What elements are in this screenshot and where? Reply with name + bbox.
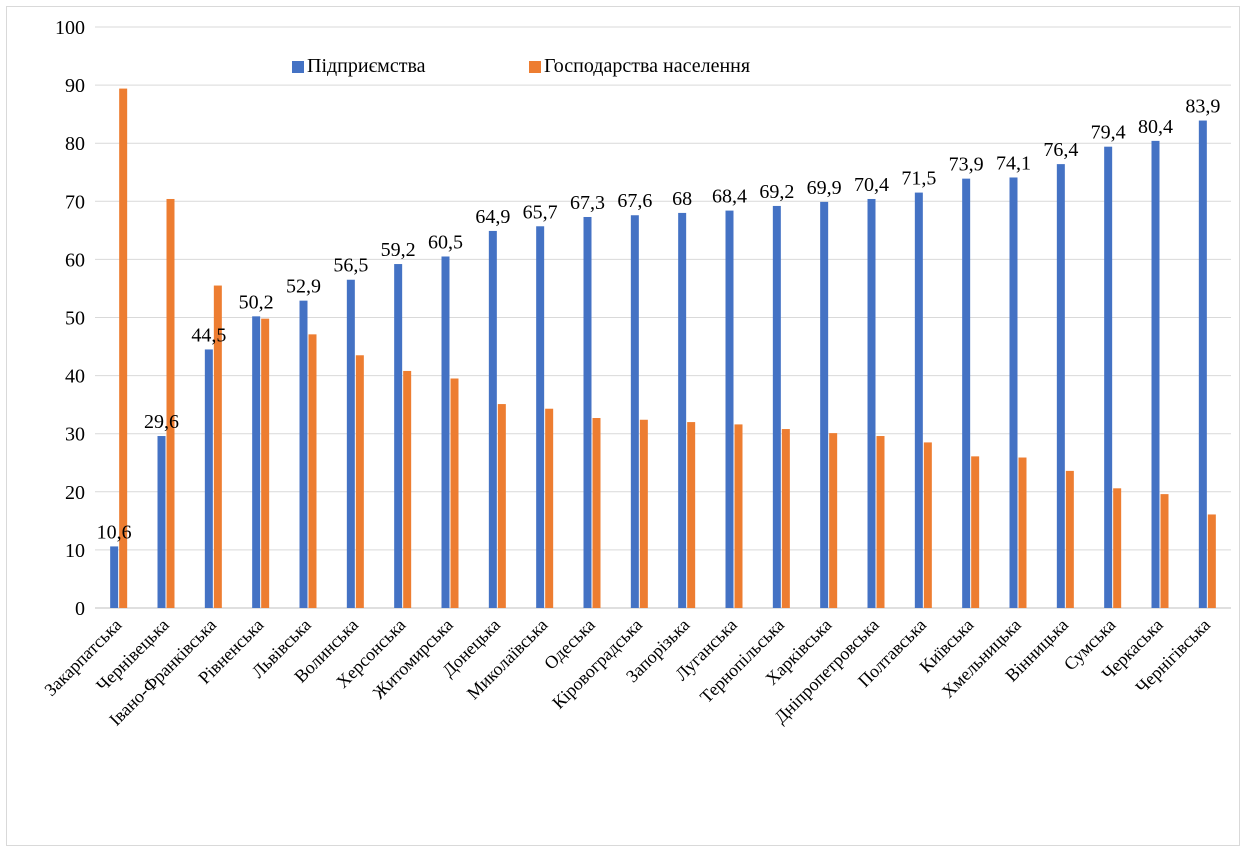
bar-series-1 [820,201,829,609]
y-tick-label: 10 [65,540,85,562]
legend: Підприємства Господарства населення [292,55,750,77]
x-axis-ticks: ЗакарпатськаЧернівецькаІвано-Франківська… [40,615,1214,730]
y-tick-label: 100 [55,17,85,39]
bar-series-2 [261,318,270,608]
bar-series-1 [962,178,971,609]
data-label-series-1: 69,9 [807,177,842,199]
data-label-series-1: 67,3 [570,192,605,214]
bar-series-2 [829,433,838,608]
y-tick-label: 40 [65,366,85,388]
data-label-series-1: 74,1 [996,152,1031,174]
bar-series-1 [867,198,876,608]
gridlines [95,26,1231,609]
data-label-series-1: 68,4 [712,186,747,208]
bar-series-1 [1198,120,1207,608]
y-tick-label: 70 [65,191,85,213]
bar-series-2 [308,334,317,608]
legend-label-series-2: Господарства населення [544,55,750,77]
data-label-series-1: 59,2 [381,239,416,261]
bar-series-2 [639,419,648,608]
chart-frame: 0 10 20 30 40 50 60 70 80 90 100 10,6 29,6 44,5 50,2 5… [6,6,1240,846]
bar-series-1 [1056,164,1065,608]
data-label-series-1: 10,6 [97,521,132,543]
bar-series-2 [497,404,506,608]
y-tick-label: 90 [65,75,85,97]
bar-series-2 [734,424,743,608]
y-tick-label: 0 [75,598,85,620]
data-label-series-1: 69,2 [759,181,794,203]
data-label-series-1: 79,4 [1091,122,1126,144]
bar-series-2 [1018,457,1027,608]
bar-series-1 [678,212,687,609]
data-label-series-1: 76,4 [1043,139,1078,161]
bar-series-2 [545,408,554,608]
data-label-series-1: 56,5 [333,255,368,277]
bar-series-1 [157,436,166,608]
bar-series-1 [536,226,545,608]
y-tick-label: 20 [65,482,85,504]
y-tick-label: 50 [65,308,85,330]
bar-series-1 [252,316,261,608]
bar-series-2 [450,378,459,608]
bar-series-2 [592,418,601,608]
data-label-series-1: 44,5 [191,324,226,346]
bar-series-2 [876,436,885,608]
data-label-series-1: 71,5 [901,168,936,190]
y-axis-ticks: 0 10 20 30 40 50 60 70 80 90 100 [55,17,85,620]
bar-series-1 [346,279,355,608]
bar-series-1 [583,216,592,608]
y-tick-label: 30 [65,424,85,446]
bar-series-2 [1065,470,1074,608]
legend-label-series-1: Підприємства [307,55,426,77]
bar-series-1 [394,264,403,608]
bar-series-1 [1009,177,1018,608]
bar-series-2 [1160,494,1169,608]
data-label-series-1: 50,2 [239,291,274,313]
data-labels: 10,6 29,6 44,5 50,2 52,9 56,5 59,2 60,5 64,9 65,7… [97,96,1221,544]
bar-series-2 [119,88,128,608]
bar-series-2 [923,442,932,608]
data-label-series-1: 65,7 [523,201,558,223]
bar-series-1 [299,300,308,608]
bar-series-1 [204,349,213,608]
bar-series-2 [403,370,412,608]
bar-series-1 [772,205,781,608]
legend-swatch-series-1 [292,61,304,73]
bar-series-1 [441,256,450,608]
data-label-series-1: 73,9 [949,154,984,176]
legend-swatch-series-2 [529,61,541,73]
bar-series-2 [1113,488,1122,608]
data-label-series-1: 80,4 [1138,116,1173,138]
bar-series-2 [355,355,364,608]
bar-series-2 [781,429,790,608]
bar-series-2 [1207,514,1216,608]
data-label-series-1: 29,6 [144,411,179,433]
data-label-series-1: 70,4 [854,174,889,196]
data-label-series-1: 52,9 [286,276,321,298]
bar-series-2 [687,422,696,608]
bar-series-2 [971,456,980,608]
bars [110,88,1216,609]
bar-series-2 [166,198,175,608]
data-label-series-1: 60,5 [428,231,463,253]
data-label-series-1: 67,6 [617,190,652,212]
bar-series-2 [213,285,222,608]
y-tick-label: 60 [65,249,85,271]
bar-series-1 [914,192,923,608]
bar-series-1 [1151,140,1160,608]
data-label-series-1: 64,9 [475,206,510,228]
bar-series-1 [488,230,497,608]
bar-series-1 [630,215,639,608]
bar-series-1 [1104,146,1113,608]
bar-series-1 [110,546,119,608]
data-label-series-1: 83,9 [1185,96,1220,118]
data-label-series-1: 68 [672,188,692,210]
bar-chart: 0 10 20 30 40 50 60 70 80 90 100 10,6 29,6 44,5 50,2 5… [40,17,1231,730]
bar-series-1 [725,210,734,608]
y-tick-label: 80 [65,133,85,155]
